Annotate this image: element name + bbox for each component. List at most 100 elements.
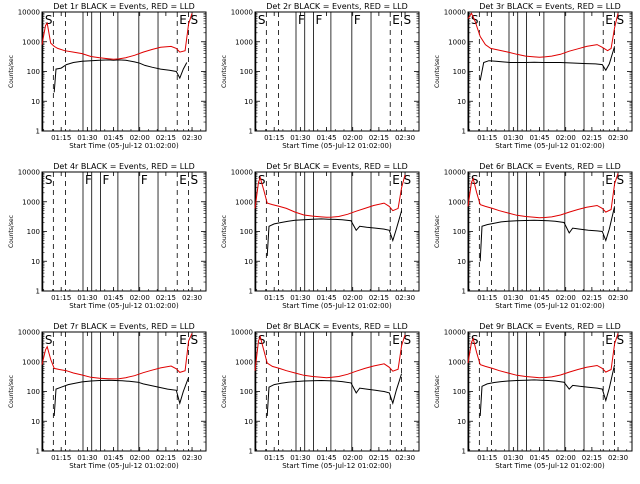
x-tick-label: 01:30 — [77, 454, 97, 462]
plot-frame — [254, 331, 420, 452]
x-axis-label: Start Time (05-Jul-12 01:02:00) — [495, 462, 605, 470]
y-tick-label: 10 — [31, 258, 40, 266]
x-tick-label: 01:15 — [264, 294, 284, 302]
x-tick-label: 02:00 — [556, 454, 576, 462]
y-axis-label: Counts/sec — [434, 215, 441, 248]
x-tick-label: 02:15 — [156, 454, 176, 462]
detector-panel: Det 7r BLACK = Events, RED = LLD 1 10 100 10… — [8, 322, 207, 470]
segment-label: E — [605, 333, 613, 347]
x-tick-label: 02:15 — [582, 454, 602, 462]
detector-panel: Det 3r BLACK = Events, RED = LLD 1 10 100 10… — [434, 2, 633, 150]
y-tick-label: 1000 — [22, 38, 40, 46]
y-tick-label: 10 — [457, 418, 466, 426]
x-tick-label: 01:45 — [529, 454, 549, 462]
panel-title: Det 3r BLACK = Events, RED = LLD — [479, 2, 621, 11]
x-tick-label: 02:15 — [369, 134, 389, 142]
y-tick-label: 10000 — [444, 169, 466, 177]
x-tick-label: 02:15 — [156, 294, 176, 302]
x-tick-label: 01:45 — [529, 134, 549, 142]
x-axis-label: Start Time (05-Jul-12 01:02:00) — [282, 462, 392, 470]
y-tick-label: 10 — [244, 98, 253, 106]
y-tick-label: 10 — [457, 258, 466, 266]
segment-label: S — [471, 333, 479, 347]
x-tick-label: 02:00 — [130, 454, 150, 462]
y-tick-label: 1 — [462, 128, 466, 136]
y-tick-label: 100 — [27, 228, 40, 236]
plot-frame — [254, 171, 420, 292]
segment-label: S — [258, 13, 266, 27]
y-axis-label: Counts/sec — [8, 375, 15, 408]
y-tick-label: 100 — [27, 388, 40, 396]
x-axis-label: Start Time (05-Jul-12 01:02:00) — [69, 142, 179, 150]
y-tick-label: 1000 — [448, 358, 466, 366]
x-tick-label: 02:30 — [395, 294, 415, 302]
segment-label: E — [179, 173, 187, 187]
x-tick-label: 01:15 — [51, 294, 71, 302]
lld-series-line — [41, 333, 193, 380]
y-tick-label: 100 — [453, 388, 466, 396]
segment-label: F — [354, 13, 361, 27]
segment-label: S — [45, 13, 53, 27]
y-tick-label: 10000 — [18, 169, 40, 177]
x-tick-label: 02:00 — [556, 134, 576, 142]
y-tick-label: 10 — [457, 98, 466, 106]
detector-panel: Det 5r BLACK = Events, RED = LLD 1 10 100 10… — [221, 162, 420, 310]
y-tick-label: 10 — [244, 258, 253, 266]
y-axis-label: Counts/sec — [434, 55, 441, 88]
segment-label: S — [404, 173, 412, 187]
lld-series-line — [467, 173, 619, 219]
x-tick-label: 01:15 — [51, 134, 71, 142]
panel-title: Det 4r BLACK = Events, RED = LLD — [53, 162, 195, 171]
y-tick-label: 1 — [462, 448, 466, 456]
panel-title: Det 1r BLACK = Events, RED = LLD — [53, 2, 195, 11]
y-tick-label: 10000 — [18, 9, 40, 17]
y-tick-label: 100 — [240, 388, 253, 396]
events-series-line — [479, 206, 616, 262]
segment-label: F — [315, 13, 322, 27]
lld-series-line — [467, 12, 619, 58]
x-tick-label: 02:30 — [182, 294, 202, 302]
x-tick-label: 01:15 — [264, 134, 284, 142]
y-tick-label: 10 — [31, 98, 40, 106]
x-tick-label: 01:30 — [503, 134, 523, 142]
y-tick-label: 10000 — [231, 329, 253, 337]
y-axis-label: Counts/sec — [8, 215, 15, 248]
x-tick-label: 01:30 — [77, 294, 97, 302]
events-series-line — [266, 210, 403, 257]
y-tick-label: 1 — [36, 448, 40, 456]
x-tick-label: 02:00 — [556, 294, 576, 302]
segment-label: S — [404, 13, 412, 27]
x-tick-label: 01:30 — [503, 294, 523, 302]
segment-label: S — [258, 173, 266, 187]
y-tick-label: 1 — [462, 288, 466, 296]
segment-label: E — [179, 333, 187, 347]
x-tick-label: 01:15 — [477, 294, 497, 302]
x-tick-label: 01:15 — [264, 454, 284, 462]
segment-label: F — [141, 173, 148, 187]
y-tick-label: 100 — [453, 228, 466, 236]
y-tick-label: 1 — [249, 288, 253, 296]
plot-frame — [254, 11, 420, 132]
x-tick-label: 01:45 — [316, 294, 336, 302]
x-tick-label: 01:45 — [103, 294, 123, 302]
y-axis-label: Counts/sec — [221, 55, 228, 88]
x-axis-label: Start Time (05-Jul-12 01:02:00) — [282, 302, 392, 310]
panel-title: Det 5r BLACK = Events, RED = LLD — [266, 162, 408, 171]
segment-label: S — [617, 173, 625, 187]
x-tick-label: 02:00 — [343, 134, 363, 142]
segment-label: F — [298, 13, 305, 27]
segment-label: S — [191, 13, 199, 27]
x-tick-label: 02:30 — [608, 294, 628, 302]
y-tick-label: 10000 — [231, 9, 253, 17]
segment-label: S — [191, 173, 199, 187]
x-tick-label: 01:45 — [316, 454, 336, 462]
y-tick-label: 1000 — [22, 198, 40, 206]
x-tick-label: 01:45 — [103, 454, 123, 462]
segment-label: E — [179, 13, 187, 27]
x-tick-label: 01:45 — [103, 134, 123, 142]
x-axis-label: Start Time (05-Jul-12 01:02:00) — [69, 462, 179, 470]
y-tick-label: 1000 — [235, 358, 253, 366]
x-tick-label: 01:45 — [316, 134, 336, 142]
x-axis-label: Start Time (05-Jul-12 01:02:00) — [69, 302, 179, 310]
